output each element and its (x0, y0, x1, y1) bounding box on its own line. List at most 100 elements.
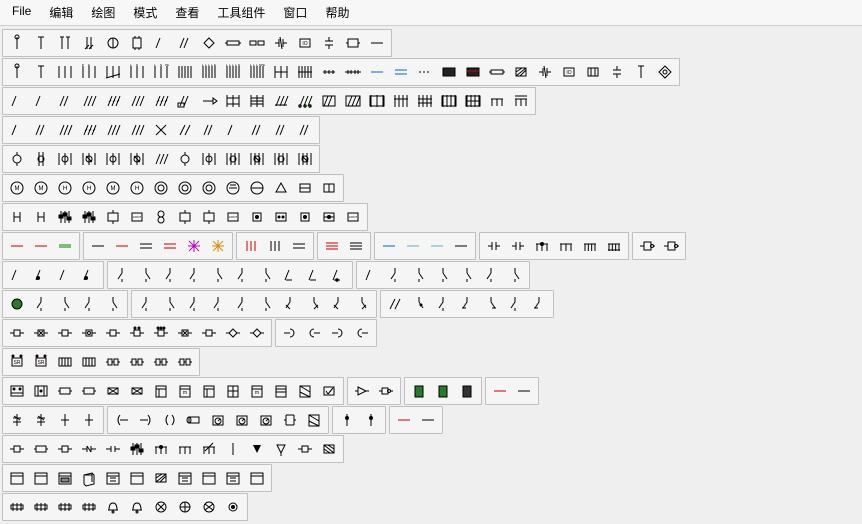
vdot-icon[interactable] (335, 408, 359, 432)
tube-icon[interactable] (182, 408, 206, 432)
ladder-4d-icon[interactable] (461, 89, 485, 113)
bars3-icon[interactable] (263, 234, 287, 258)
diag-3p-icon[interactable] (125, 118, 149, 142)
motor-m-icon[interactable]: M (101, 176, 125, 200)
rect-x-icon[interactable] (125, 379, 149, 403)
ladder-4b-icon[interactable] (413, 89, 437, 113)
plc3d-icon[interactable] (77, 466, 101, 490)
line-icon[interactable] (416, 408, 440, 432)
conn-y-icon[interactable] (101, 437, 125, 461)
rect-hatch2-icon[interactable] (317, 437, 341, 461)
diag-r1-icon[interactable] (407, 263, 431, 287)
half-l-icon[interactable] (302, 321, 326, 345)
diag-3pb-icon[interactable] (149, 89, 173, 113)
rect-h-icon[interactable] (485, 60, 509, 84)
cont-lbl-icon[interactable]: CONT (125, 205, 149, 229)
lines2-icon[interactable] (287, 234, 311, 258)
rect-hatch-icon[interactable] (149, 466, 173, 490)
gate-o-icon[interactable] (635, 234, 659, 258)
hbar-icon[interactable] (29, 205, 53, 229)
line-blue-icon[interactable] (365, 60, 389, 84)
llln5-icon[interactable]: LLLLN (221, 60, 245, 84)
node-h-icon[interactable] (101, 321, 125, 345)
bar-x-icon[interactable] (29, 408, 53, 432)
diag-r1-icon[interactable] (206, 263, 230, 287)
half-l-icon[interactable] (350, 321, 374, 345)
blk-dk-icon[interactable] (455, 379, 479, 403)
diag-l1-icon[interactable] (206, 292, 230, 316)
diag-1-icon[interactable] (221, 118, 245, 142)
coil-4p-icon[interactable] (269, 147, 293, 171)
lines-red-icon[interactable] (158, 234, 182, 258)
menu-draw[interactable]: 绘图 (83, 2, 123, 23)
box-dot-icon[interactable] (293, 205, 317, 229)
book-c-icon[interactable] (221, 379, 245, 403)
box-dot-icon[interactable] (245, 205, 269, 229)
io-box-icon[interactable]: IO (293, 31, 317, 55)
diag-2-icon[interactable] (173, 31, 197, 55)
line-blu-icon[interactable] (377, 234, 401, 258)
comb-3m-icon[interactable] (530, 234, 554, 258)
node-diam-icon[interactable] (245, 321, 269, 345)
node-h-icon[interactable] (197, 321, 221, 345)
diag-3p-icon[interactable] (149, 147, 173, 171)
line-lblu-icon[interactable] (425, 234, 449, 258)
blk-g-icon[interactable] (431, 379, 455, 403)
node-h-icon[interactable] (293, 437, 317, 461)
hbar-icon[interactable] (5, 205, 29, 229)
rail-sm-icon[interactable] (5, 495, 29, 519)
diag-1-icon[interactable] (149, 31, 173, 55)
dot-o-icon[interactable] (221, 495, 245, 519)
book-b-icon[interactable]: m (173, 379, 197, 403)
vbar-icon[interactable] (221, 437, 245, 461)
line-red-icon[interactable] (488, 379, 512, 403)
node-hd-icon[interactable] (125, 321, 149, 345)
brk-sq-icon[interactable] (173, 350, 197, 374)
node-h-icon[interactable] (53, 321, 77, 345)
ladder-4a-icon[interactable] (389, 89, 413, 113)
line-lblu-icon[interactable] (401, 234, 425, 258)
brk-3p-icon[interactable] (269, 89, 293, 113)
relay-sr-icon[interactable]: SR (29, 350, 53, 374)
pe3-icon[interactable]: PE (77, 60, 101, 84)
rect-o-icon[interactable] (53, 379, 77, 403)
book-z-icon[interactable] (302, 408, 326, 432)
tri-r-icon[interactable] (350, 379, 374, 403)
motor-o-icon[interactable] (173, 176, 197, 200)
bell-icon[interactable] (101, 495, 125, 519)
panel-a-icon[interactable] (197, 466, 221, 490)
cap-mid-icon[interactable] (506, 234, 530, 258)
diag-2p-icon[interactable] (197, 118, 221, 142)
panel-c-icon[interactable] (173, 466, 197, 490)
bar-h-icon[interactable] (77, 408, 101, 432)
motor-h-icon[interactable]: H (53, 176, 77, 200)
diag-l1-icon[interactable] (77, 292, 101, 316)
diag-3p-icon[interactable] (53, 118, 77, 142)
rect-h2-icon[interactable] (245, 31, 269, 55)
ln3-icon[interactable]: LN (125, 60, 149, 84)
brk-box3-icon[interactable] (365, 89, 389, 113)
coil-3p-icon[interactable] (101, 147, 125, 171)
comb-3-icon[interactable] (554, 234, 578, 258)
cont-lbl-icon[interactable]: CONT (341, 205, 365, 229)
bus-short-icon[interactable] (317, 60, 341, 84)
coil-2-icon[interactable] (29, 147, 53, 171)
diag-d-icon[interactable] (29, 263, 53, 287)
book-a-icon[interactable] (149, 379, 173, 403)
contact-3v-icon[interactable] (53, 60, 77, 84)
stem-bar-icon[interactable] (629, 60, 653, 84)
io-box-icon[interactable]: IO (557, 60, 581, 84)
lamp-icon[interactable] (173, 495, 197, 519)
line-red-icon[interactable] (110, 234, 134, 258)
menu-help[interactable]: 帮助 (317, 2, 357, 23)
rect-x-icon[interactable] (101, 379, 125, 403)
llle5-icon[interactable]: LLLLE (197, 60, 221, 84)
cont-box-icon[interactable] (173, 205, 197, 229)
gauge-icon[interactable] (206, 408, 230, 432)
panel-b-icon[interactable] (53, 466, 77, 490)
bars3-red-icon[interactable] (239, 234, 263, 258)
diag-1d-icon[interactable] (302, 263, 326, 287)
relay-w-icon[interactable] (53, 350, 77, 374)
brk-sq-icon[interactable] (125, 350, 149, 374)
vdot-icon[interactable] (359, 408, 383, 432)
